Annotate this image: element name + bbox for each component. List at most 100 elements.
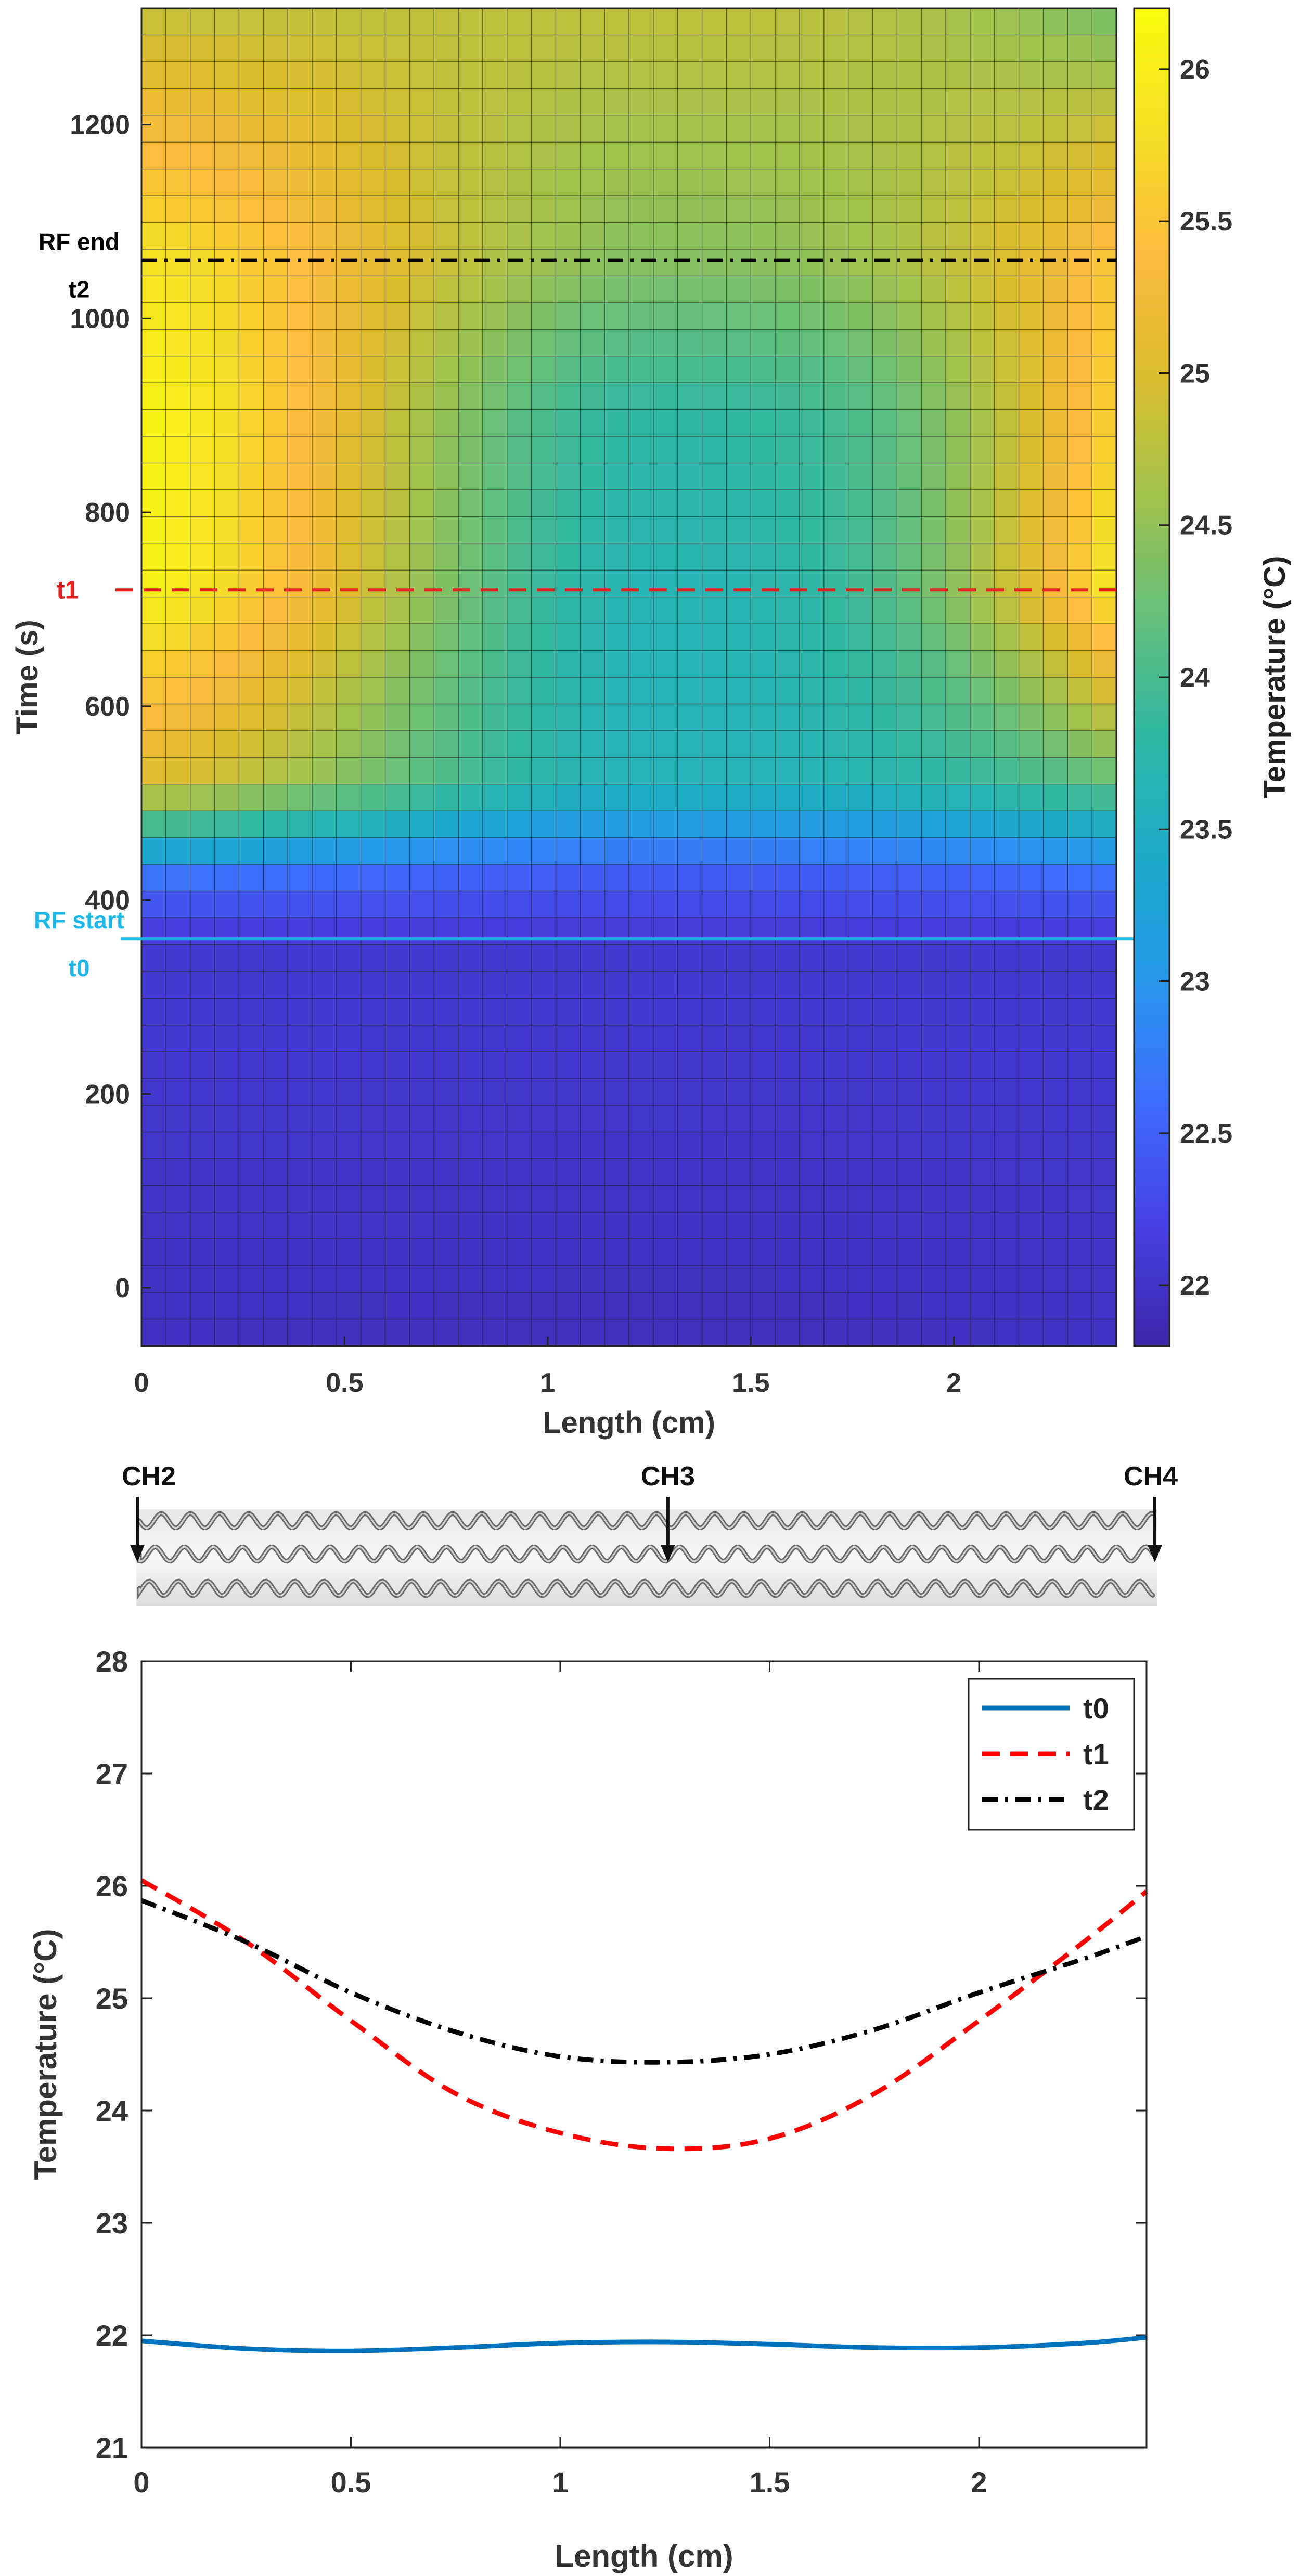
heatmap-cell	[921, 730, 946, 758]
heatmap-cells	[141, 8, 1117, 1347]
heatmap-cell	[751, 891, 776, 918]
heatmap-cell	[1067, 1292, 1092, 1320]
heatmap-cell	[580, 1185, 605, 1213]
heatmap-cell	[1067, 61, 1092, 89]
heatmap-cell	[190, 864, 215, 892]
heatmap-cell	[629, 1319, 654, 1347]
heatmap-cell	[702, 142, 727, 170]
heatmap-cell	[239, 142, 264, 170]
heatmap-cell	[361, 1239, 386, 1266]
line-y-tick-label: 25	[96, 1982, 128, 2015]
heatmap-cell	[165, 249, 191, 276]
heatmap-cell	[239, 383, 264, 410]
heatmap-cell	[263, 677, 288, 705]
heatmap-cell	[580, 436, 605, 464]
heatmap-cell	[921, 489, 946, 517]
heatmap-cell	[556, 1025, 581, 1052]
heatmap-cell	[970, 463, 995, 490]
heatmap-cell	[702, 624, 727, 651]
heatmap-cell	[458, 971, 483, 999]
heatmap-cell	[409, 971, 434, 999]
heatmap-cell	[1019, 597, 1044, 624]
heatmap-cell	[482, 704, 508, 731]
heatmap-cell	[994, 436, 1020, 464]
heatmap-cell	[409, 329, 434, 357]
heatmap-cell	[239, 436, 264, 464]
heatmap-cell	[165, 837, 191, 865]
heatmap-cell	[629, 1185, 654, 1213]
heatmap-cell	[190, 597, 215, 624]
heatmap-cell	[751, 8, 776, 36]
heatmap-cell	[1092, 463, 1117, 490]
heatmap-cell	[848, 1185, 873, 1213]
heatmap-cell	[775, 543, 800, 571]
heatmap-cell	[1043, 35, 1068, 62]
heatmap-cell	[165, 650, 191, 678]
heatmap-cell	[702, 329, 727, 357]
heatmap-cell	[1067, 88, 1092, 116]
heatmap-cell	[361, 302, 386, 330]
heatmap-cell	[336, 302, 362, 330]
heatmap-cell	[214, 409, 239, 437]
heatmap-cell	[239, 169, 264, 196]
heatmap-cell	[629, 1052, 654, 1079]
heatmap-cell	[556, 8, 581, 36]
heatmap-cell	[190, 730, 215, 758]
heatmap-cell	[458, 650, 483, 678]
heatmap-cell	[994, 624, 1020, 651]
heatmap-cell	[946, 944, 971, 972]
heatmap-cell	[531, 302, 557, 330]
heatmap-cell	[531, 409, 557, 437]
heatmap-cell	[1043, 1239, 1068, 1266]
heatmap-cell	[726, 784, 751, 811]
heatmap-cell	[361, 1105, 386, 1133]
heatmap-cell	[872, 971, 897, 999]
heatmap-cell	[507, 276, 532, 303]
heatmap-cell	[409, 704, 434, 731]
heatmap-cell	[385, 1078, 410, 1106]
heatmap-cell	[653, 249, 678, 276]
heatmap-cell	[385, 543, 410, 571]
heatmap-cell	[263, 302, 288, 330]
heatmap-cell	[629, 409, 654, 437]
heatmap-cell	[1019, 196, 1044, 223]
heatmap-cell	[263, 998, 288, 1026]
heatmap-cell	[556, 784, 581, 811]
heatmap-cell	[726, 356, 751, 383]
heatmap-cell	[458, 1212, 483, 1239]
heatmap-cell	[361, 1212, 386, 1239]
heatmap-cell	[775, 730, 800, 758]
heatmap-cell	[726, 1025, 751, 1052]
heatmap-cell	[677, 383, 703, 410]
heatmap-cell	[751, 1185, 776, 1213]
heatmap-cell	[580, 650, 605, 678]
heatmap-cell	[531, 516, 557, 544]
heatmap-cell	[507, 1025, 532, 1052]
heatmap-cell	[312, 730, 337, 758]
heatmap-cell	[897, 489, 922, 517]
heatmap-cell	[823, 249, 849, 276]
heatmap-cell	[336, 597, 362, 624]
heatmap-cell	[629, 944, 654, 972]
heatmap-cell	[970, 971, 995, 999]
heatmap-cell	[994, 1105, 1020, 1133]
colorbar-tick-label: 22.5	[1180, 1119, 1232, 1149]
heatmap-cell	[482, 222, 508, 250]
colorbar-tick-label: 23	[1180, 967, 1210, 997]
heatmap-cell	[994, 1025, 1020, 1052]
heatmap-cell	[482, 730, 508, 758]
heatmap-cell	[970, 8, 995, 36]
heatmap-cell	[702, 1078, 727, 1106]
heatmap-cell	[239, 811, 264, 838]
heatmap-cell	[726, 409, 751, 437]
heatmap-cell	[531, 329, 557, 357]
heatmap-cell	[823, 971, 849, 999]
heatmap-cell	[775, 356, 800, 383]
heatmap-cell	[1019, 971, 1044, 999]
heatmap-cell	[604, 891, 629, 918]
heatmap-cell	[1019, 757, 1044, 785]
heatmap-cell	[629, 570, 654, 598]
heatmap-cell	[629, 1265, 654, 1293]
heatmap-cell	[970, 196, 995, 223]
heatmap-cell	[629, 811, 654, 838]
